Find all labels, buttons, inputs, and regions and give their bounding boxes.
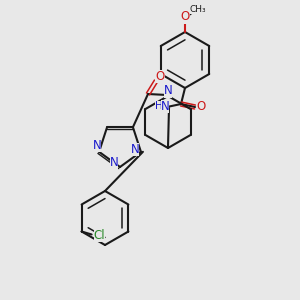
Text: O: O: [180, 11, 190, 23]
Text: N: N: [130, 143, 139, 156]
Text: O: O: [155, 70, 165, 83]
Text: N: N: [164, 85, 172, 98]
Text: N: N: [93, 139, 101, 152]
Text: Cl: Cl: [94, 229, 105, 242]
Text: H: H: [155, 101, 163, 111]
Text: O: O: [196, 100, 206, 113]
Text: N: N: [110, 157, 118, 169]
Text: N: N: [160, 100, 169, 112]
Text: CH₃: CH₃: [190, 4, 206, 14]
